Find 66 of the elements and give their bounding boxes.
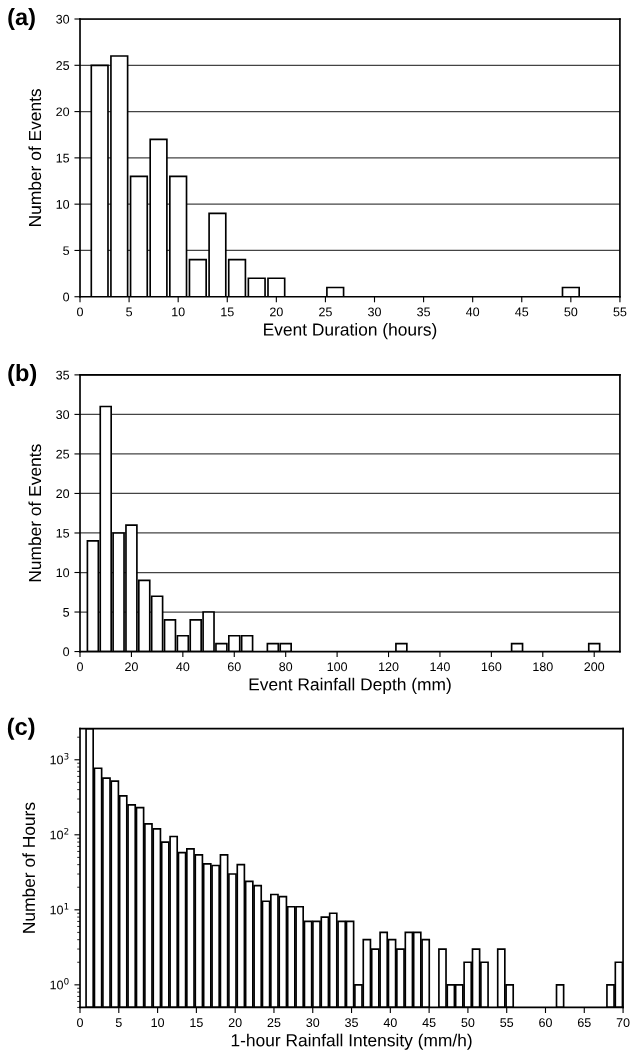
y-tick-label: 20 xyxy=(56,107,70,117)
y-tick-label: 5 xyxy=(63,607,70,617)
x-tick-label: 120 xyxy=(379,662,399,672)
y-tick-label: 10 xyxy=(56,568,70,578)
x-axis-title: Event Rainfall Depth (mm) xyxy=(249,677,451,694)
x-tick-label: 45 xyxy=(515,307,529,317)
y-tick-label: 25 xyxy=(56,61,70,70)
y-tick-label: 0 xyxy=(63,292,70,302)
x-tick-label: 60 xyxy=(227,662,241,672)
x-tick-label: 200 xyxy=(584,662,605,672)
y-axis-title: Number of Events xyxy=(28,444,42,582)
y-tick-label: 5 xyxy=(63,246,70,256)
x-tick-label: 15 xyxy=(221,307,234,317)
x-tick-label: 30 xyxy=(368,307,381,317)
x-tick-label: 20 xyxy=(228,1018,242,1028)
x-tick-label: 55 xyxy=(613,307,627,317)
x-tick-label: 65 xyxy=(577,1018,591,1028)
x-axis-title: 1-hour Rainfall Intensity (mm/h) xyxy=(231,1033,472,1050)
x-tick-label: 15 xyxy=(190,1018,203,1028)
x-tick-label: 5 xyxy=(115,1018,122,1028)
x-tick-label: 25 xyxy=(319,307,332,317)
x-tick-label: 80 xyxy=(279,662,293,672)
x-tick-label: 50 xyxy=(564,307,578,317)
y-tick-label: 15 xyxy=(56,528,70,538)
x-tick-label: 20 xyxy=(125,662,138,672)
y-axis-title: Number of Hours xyxy=(22,802,36,933)
x-tick-label: 5 xyxy=(126,307,133,317)
y-tick-label: 35 xyxy=(56,370,70,380)
x-tick-label: 40 xyxy=(466,307,480,317)
y-tick-label: 10$^{2}$ xyxy=(50,827,69,840)
x-tick-label: 55 xyxy=(500,1018,514,1028)
x-axis-title: Event Duration (hours) xyxy=(264,322,437,340)
y-tick-label: 10 xyxy=(56,199,70,209)
x-tick-label: 40 xyxy=(383,1018,397,1028)
x-tick-label: 25 xyxy=(267,1018,281,1028)
x-tick-label: 180 xyxy=(533,662,553,672)
x-tick-label: 140 xyxy=(430,662,450,672)
x-tick-label: 60 xyxy=(539,1018,552,1028)
y-tick-label: 0 xyxy=(63,647,70,657)
x-tick-label: 40 xyxy=(176,662,190,672)
x-tick-label: 100 xyxy=(327,662,348,672)
y-tick-label: 20 xyxy=(56,489,70,499)
x-tick-label: 35 xyxy=(417,307,431,317)
x-tick-label: 45 xyxy=(422,1018,436,1028)
x-tick-label: 10 xyxy=(151,1018,165,1028)
x-tick-label: 30 xyxy=(306,1018,320,1028)
y-axis-title: Number of Events xyxy=(28,89,42,226)
x-tick-label: 50 xyxy=(461,1018,475,1028)
x-tick-label: 0 xyxy=(77,307,83,317)
x-tick-label: 70 xyxy=(616,1018,630,1028)
x-tick-label: 160 xyxy=(481,662,502,672)
x-tick-label: 35 xyxy=(345,1018,358,1028)
y-tick-label: 30 xyxy=(56,14,70,24)
y-tick-label: 30 xyxy=(56,410,70,420)
y-tick-label: 10$^{3}$ xyxy=(50,752,69,765)
x-tick-label: 20 xyxy=(270,307,283,317)
y-tick-label: 10$^{0}$ xyxy=(50,977,69,990)
y-tick-label: 15 xyxy=(56,153,70,163)
y-tick-label: 10$^{1}$ xyxy=(50,903,69,915)
chart-title: (c) xyxy=(7,717,35,740)
y-tick-label: 25 xyxy=(56,449,70,459)
x-tick-label: 0 xyxy=(77,662,83,672)
chart-title: (b) xyxy=(8,363,37,386)
x-tick-label: 10 xyxy=(172,307,185,317)
chart-title: (a) xyxy=(8,8,35,31)
x-tick-label: 0 xyxy=(77,1018,83,1028)
